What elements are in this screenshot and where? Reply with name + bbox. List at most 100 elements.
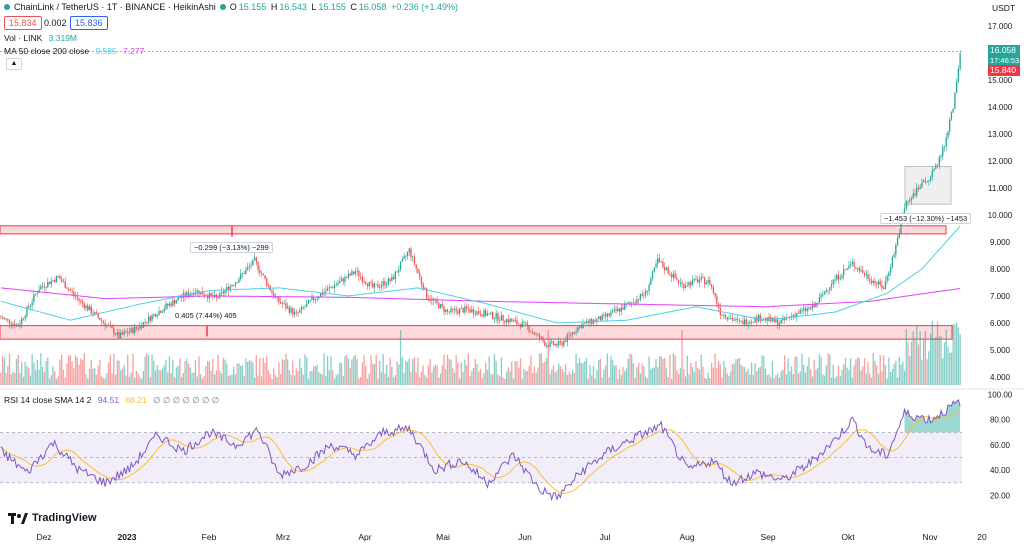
volume-bar	[205, 366, 207, 385]
candle-body	[540, 337, 542, 339]
candle-body	[721, 314, 723, 316]
candle-body	[653, 267, 655, 272]
candle-body	[17, 324, 19, 327]
volume-bar	[709, 378, 711, 385]
chevron-up-icon[interactable]: ▲	[6, 58, 22, 70]
candle-body	[872, 280, 874, 284]
volume-bar	[808, 357, 810, 385]
rsi-sma-line	[0, 408, 961, 495]
candle-body	[806, 308, 808, 312]
rsi-legend[interactable]: RSI 14 close SMA 14 2 94.51 68.21 ∅ ∅ ∅ …	[4, 395, 220, 405]
volume-bar	[321, 374, 324, 385]
volume-bar	[281, 359, 284, 385]
volume-legend[interactable]: Vol · LINK 3.319M	[4, 33, 78, 43]
sell-price-button[interactable]: 15.834	[4, 16, 42, 30]
volume-bar	[783, 355, 786, 385]
ma-legend[interactable]: MA 50 close 200 close 9.585 7.277	[4, 46, 145, 56]
volume-bar	[368, 373, 370, 385]
candle-body	[545, 345, 548, 347]
volume-bar	[794, 356, 796, 385]
volume-bar	[688, 374, 690, 385]
volume-bar	[95, 374, 98, 385]
volume-bar	[603, 369, 605, 385]
volume-bar	[429, 359, 431, 385]
volume-bar	[66, 363, 68, 385]
volume-bar	[655, 359, 657, 385]
symbol-header[interactable]: ChainLink / TetherUS · 1T · BINANCE · He…	[4, 2, 460, 12]
volume-bar	[50, 375, 52, 385]
volume-bar	[71, 361, 73, 385]
rsi-overbought-fill	[904, 399, 961, 433]
candle-body	[366, 284, 369, 287]
candle-body	[156, 315, 158, 317]
volume-bar	[222, 357, 224, 385]
candle-body	[747, 324, 749, 325]
candle-body	[5, 318, 7, 320]
candle-body	[865, 274, 867, 276]
volume-bar	[379, 360, 381, 385]
candle-body	[448, 311, 450, 313]
volume-bar	[87, 378, 89, 385]
candle-body	[936, 165, 939, 167]
volume-bar	[757, 367, 760, 385]
candle-body	[344, 276, 346, 282]
candle-body	[509, 319, 511, 323]
candle-body	[62, 281, 65, 283]
buy-price-button[interactable]: 15.836	[70, 16, 108, 30]
volume-bar	[752, 375, 754, 385]
volume-bar	[606, 353, 609, 385]
candle-body	[266, 278, 268, 286]
time-axis-tick: Feb	[202, 532, 217, 542]
candle-body	[158, 310, 160, 316]
volume-bar	[417, 357, 419, 385]
volume-bar	[36, 359, 39, 385]
volume-bar	[266, 355, 268, 385]
currency-label[interactable]: USDT	[992, 3, 1016, 13]
candle-body	[8, 319, 11, 324]
volume-bar	[467, 353, 469, 385]
candle-body	[822, 294, 824, 296]
volume-bar	[154, 370, 157, 385]
volume-bar	[707, 372, 709, 385]
volume-bar	[559, 366, 562, 385]
volume-bar	[262, 357, 264, 385]
volume-bar	[106, 372, 108, 385]
volume-bar	[611, 360, 614, 385]
candle-body	[219, 292, 221, 298]
volume-bar	[382, 354, 384, 385]
candle-body	[476, 311, 478, 315]
volume-bar	[750, 362, 753, 385]
candle-body	[526, 322, 529, 327]
candle-body	[615, 309, 617, 312]
volume-bar	[552, 365, 555, 385]
volume-bar	[306, 357, 308, 385]
volume-bar	[121, 368, 124, 385]
volume-bar	[396, 361, 398, 385]
symbol-title[interactable]: ChainLink / TetherUS · 1T · BINANCE · He…	[14, 2, 216, 12]
volume-bar	[933, 338, 935, 385]
support-zone	[0, 325, 953, 340]
volume-bar	[246, 361, 249, 385]
candle-body	[340, 278, 343, 281]
candle-body	[160, 310, 162, 313]
candle-body	[372, 283, 374, 288]
candle-body	[542, 337, 544, 342]
candle-body	[147, 316, 150, 323]
volume-bar	[302, 374, 304, 385]
candle-body	[250, 265, 252, 267]
tradingview-logo[interactable]: TradingView	[8, 512, 97, 524]
candle-body	[596, 318, 598, 322]
volume-bar	[743, 367, 746, 385]
volume-bar	[307, 378, 310, 385]
candle-body	[469, 309, 471, 313]
volume-bar	[153, 360, 155, 385]
time-axis-tick: Nov	[922, 532, 938, 542]
volume-bar	[799, 371, 801, 385]
candle-body	[246, 266, 249, 270]
candle-body	[67, 288, 70, 290]
candle-body	[116, 332, 118, 335]
candle-body	[782, 317, 784, 321]
candle-body	[36, 292, 39, 294]
candle-body	[803, 308, 805, 311]
